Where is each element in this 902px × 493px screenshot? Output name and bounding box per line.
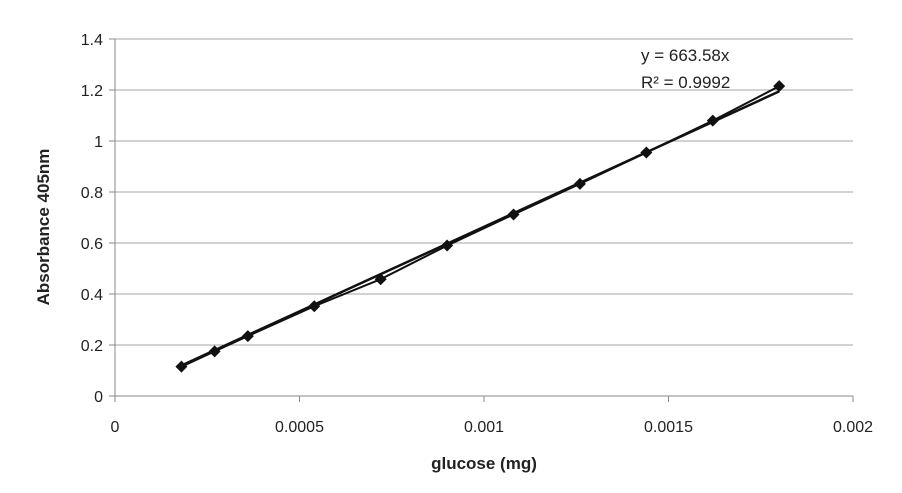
data-point-marker (706, 114, 719, 127)
trendline-equation: y = 663.58x (641, 46, 730, 65)
x-tick-label: 0.0005 (275, 419, 324, 436)
x-tick-label: 0.0015 (644, 419, 693, 436)
data-point-marker (308, 300, 321, 313)
y-tick-label: 1 (94, 134, 103, 151)
data-point-marker (208, 345, 221, 358)
plot-area (175, 80, 786, 373)
y-tick-label: 1.4 (81, 32, 103, 49)
data-point-marker (241, 330, 254, 343)
data-point-marker (374, 273, 387, 286)
trendline-r-squared: R² = 0.9992 (641, 73, 730, 92)
gridlines (115, 38, 853, 346)
x-axis-title: glucose (mg) (431, 454, 537, 473)
y-tick-label: 0.2 (81, 338, 103, 355)
axes (109, 38, 854, 402)
data-point-marker (640, 146, 653, 159)
data-point-marker (441, 239, 454, 252)
y-tick-label: 0 (94, 389, 103, 406)
data-point-marker (573, 177, 586, 190)
tick-labels: 0 0.2 0.4 0.6 0.8 1 1.2 1.4 0 0.0005 0.001 0.0015 0.… (81, 32, 873, 436)
y-tick-label: 1.2 (81, 83, 103, 100)
data-point-marker (507, 208, 520, 221)
y-tick-label: 0.8 (81, 185, 103, 202)
y-tick-label: 0.6 (81, 236, 103, 253)
data-point-marker (175, 360, 188, 373)
x-tick-label: 0.001 (464, 419, 504, 436)
trendline (180, 90, 780, 367)
data-point-marker (773, 80, 786, 93)
y-axis-title: Absorbance 405nm (34, 149, 53, 306)
y-tick-label: 0.4 (81, 287, 103, 304)
x-tick-label: 0 (111, 419, 120, 436)
x-tick-label: 0.002 (833, 419, 873, 436)
